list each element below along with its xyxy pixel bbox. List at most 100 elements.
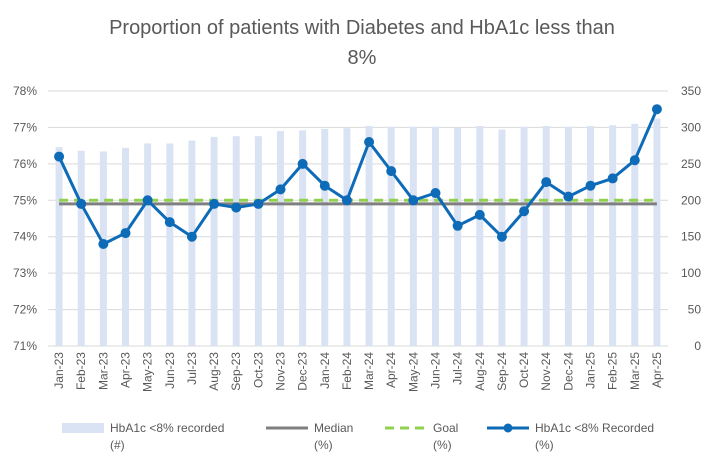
legend-label: (%) xyxy=(433,438,452,452)
recorded-point xyxy=(231,202,242,213)
x-tick-label: Jun-23 xyxy=(163,352,177,389)
recorded-line xyxy=(57,108,659,246)
bar xyxy=(343,128,351,346)
recorded-point xyxy=(496,231,507,242)
y-left-tick-label: 76% xyxy=(13,157,37,171)
bar xyxy=(188,140,196,346)
recorded-point xyxy=(120,228,131,239)
y-right-tick-label: 0 xyxy=(694,339,701,353)
x-tick-label: May-23 xyxy=(141,352,155,392)
legend-swatch-bar xyxy=(62,423,104,433)
recorded-point xyxy=(209,198,220,209)
y-left-tick-label: 72% xyxy=(13,303,37,317)
x-tick-label: Mar-24 xyxy=(362,352,376,390)
right-axis-ticks: 0 50 100 150 200 250 300 350 xyxy=(681,84,701,353)
x-tick-label: Jan-25 xyxy=(584,352,598,389)
x-tick-label: Jan-23 xyxy=(52,352,66,389)
bar xyxy=(542,125,550,346)
recorded-point xyxy=(629,155,640,166)
legend-label: Median xyxy=(314,421,353,435)
bar xyxy=(77,150,85,346)
recorded-point xyxy=(164,217,175,228)
recorded-point xyxy=(541,177,552,188)
chart-title-line-2: 8% xyxy=(348,47,377,69)
y-left-tick-label: 78% xyxy=(13,84,37,98)
recorded-point xyxy=(275,184,286,195)
x-axis-ticks: Jan-23 Feb-23 Mar-23 Apr-23 May-23 Jun-23 Jul-… xyxy=(52,352,664,392)
recorded-point xyxy=(364,137,375,147)
recorded-point xyxy=(253,198,264,209)
bar-series xyxy=(55,118,661,347)
bar xyxy=(409,126,417,346)
recorded-point xyxy=(142,195,153,206)
x-tick-label: May-24 xyxy=(406,352,420,392)
x-tick-label: Aug-23 xyxy=(207,352,221,391)
bar xyxy=(144,143,152,346)
bar xyxy=(387,126,395,346)
legend: HbA1c <8% recorded (#) Median (%) Goal (%) HbA… xyxy=(62,421,654,452)
y-right-tick-label: 200 xyxy=(681,193,701,207)
recorded-point xyxy=(54,151,65,162)
bar xyxy=(321,128,329,346)
gridlines xyxy=(48,90,668,347)
y-left-tick-label: 75% xyxy=(13,193,37,207)
recorded-point xyxy=(430,188,441,198)
legend-swatch-marker xyxy=(503,423,513,433)
x-tick-label: Apr-24 xyxy=(384,352,398,388)
bar xyxy=(254,136,262,346)
chart-title-line-1: Proportion of patients with Diabetes and… xyxy=(109,17,615,39)
bar xyxy=(454,127,462,346)
line-series xyxy=(54,104,662,249)
bar xyxy=(587,125,594,346)
recorded-point xyxy=(585,180,596,191)
x-tick-label: Aug-24 xyxy=(473,352,487,391)
y-right-tick-label: 350 xyxy=(681,84,701,98)
recorded-point xyxy=(98,239,109,249)
bar xyxy=(166,143,174,346)
x-tick-label: Dec-24 xyxy=(561,352,575,391)
recorded-point xyxy=(76,198,87,209)
y-right-tick-label: 250 xyxy=(681,157,701,171)
x-tick-label: Mar-25 xyxy=(628,352,642,390)
y-right-tick-label: 50 xyxy=(688,303,702,317)
bar xyxy=(299,130,307,346)
recorded-point xyxy=(297,158,308,169)
x-tick-label: Nov-23 xyxy=(274,352,288,391)
recorded-point xyxy=(474,209,485,220)
bar xyxy=(432,126,439,346)
x-tick-label: Jun-24 xyxy=(429,352,443,389)
bar xyxy=(232,136,240,346)
x-tick-label: Oct-23 xyxy=(251,352,265,388)
y-left-tick-label: 73% xyxy=(13,266,37,280)
bar xyxy=(476,125,484,346)
bar xyxy=(520,126,528,346)
x-tick-label: Mar-23 xyxy=(96,352,110,390)
legend-label: HbA1c <8% Recorded xyxy=(535,421,654,435)
bar xyxy=(609,125,617,346)
bar xyxy=(122,147,129,346)
recorded-point xyxy=(563,191,574,202)
bar xyxy=(365,125,373,346)
x-tick-label: Feb-23 xyxy=(74,352,88,390)
x-tick-label: Oct-24 xyxy=(517,352,531,388)
x-tick-label: Sep-24 xyxy=(495,352,509,391)
bar xyxy=(631,123,639,347)
x-tick-label: Feb-24 xyxy=(340,352,354,390)
bar xyxy=(277,131,284,346)
legend-label: (%) xyxy=(314,438,333,452)
y-left-tick-label: 77% xyxy=(13,120,37,134)
recorded-point xyxy=(386,166,397,177)
recorded-point xyxy=(519,206,530,217)
y-left-tick-label: 71% xyxy=(13,339,37,353)
y-right-tick-label: 300 xyxy=(681,120,701,134)
legend-label: (#) xyxy=(110,438,125,452)
bar xyxy=(653,118,661,346)
x-tick-label: Apr-25 xyxy=(650,352,664,388)
recorded-point xyxy=(452,220,463,231)
x-tick-label: Nov-24 xyxy=(539,352,553,391)
y-left-tick-label: 74% xyxy=(13,230,37,244)
bar xyxy=(55,147,63,346)
x-tick-label: Jul-23 xyxy=(185,352,199,385)
